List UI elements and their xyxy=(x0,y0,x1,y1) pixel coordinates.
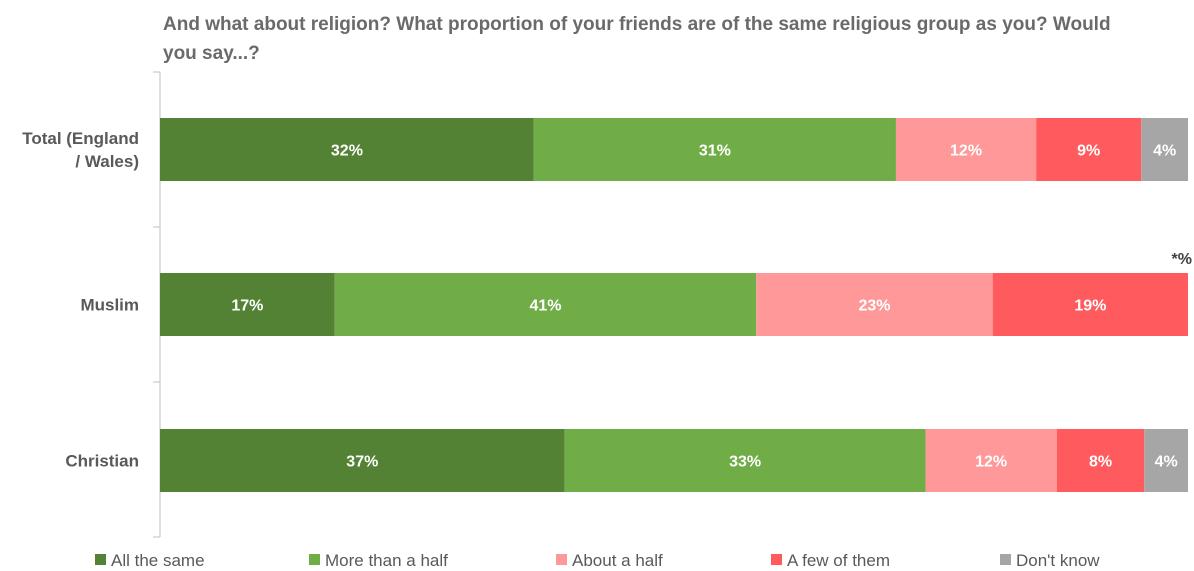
category-label-line: Total (England xyxy=(22,129,139,148)
legend-item-a-few-of-them: A few of them xyxy=(771,551,890,570)
data-label-christian-don-t-know: 4% xyxy=(1155,454,1178,471)
category-labels: Total (England / Wales) Muslim Christian xyxy=(22,129,139,471)
legend-label: About a half xyxy=(572,551,663,570)
legend-item-more-than-a-half: More than a half xyxy=(309,551,448,570)
legend-item-about-a-half: About a half xyxy=(556,551,663,570)
legend-label: All the same xyxy=(111,551,205,570)
legend-label: A few of them xyxy=(787,551,890,570)
data-label-total-england-wales-all-the-same: 32% xyxy=(331,143,363,160)
bar-christian-about-a-half xyxy=(925,429,1057,492)
bar-christian-all-the-same xyxy=(160,429,565,492)
data-label-total-england-wales-about-a-half: 12% xyxy=(950,143,982,160)
data-label-muslim-more-than-a-half: 41% xyxy=(529,298,561,315)
data-label-muslim-all-the-same: 17% xyxy=(231,298,263,315)
legend: All the same More than a half About a half… xyxy=(95,551,1100,570)
legend-item-all-the-same: All the same xyxy=(95,551,205,570)
bar-muslim-all-the-same xyxy=(160,273,335,336)
legend-swatch xyxy=(95,554,106,565)
bars: 32% 31% 12% 9% 4% 17% 41% 23% 19% 37% 33% 12% 8% 4% *% xyxy=(160,118,1192,492)
category-label-line: Muslim xyxy=(80,296,139,315)
bar-total-england-wales-all-the-same xyxy=(160,118,534,181)
bar-muslim-more-than-a-half xyxy=(334,273,757,336)
bar-muslim-a-few-of-them xyxy=(992,273,1188,336)
y-axis xyxy=(153,71,161,538)
category-label-line: Christian xyxy=(65,452,139,471)
legend-swatch xyxy=(771,554,782,565)
legend-swatch xyxy=(309,554,320,565)
category-label-line: / Wales) xyxy=(75,152,139,171)
category-label-muslim: Muslim xyxy=(80,296,139,315)
data-label-muslim-about-a-half: 23% xyxy=(858,298,890,315)
data-label-christian-about-a-half: 12% xyxy=(975,454,1007,471)
data-label-total-england-wales-don-t-know: 4% xyxy=(1153,143,1176,160)
legend-swatch xyxy=(1000,554,1011,565)
bar-muslim-about-a-half xyxy=(756,273,993,336)
bar-total-england-wales-about-a-half xyxy=(895,118,1037,181)
bar-total-england-wales-don-t-know xyxy=(1141,118,1188,181)
data-label-christian-all-the-same: 37% xyxy=(346,454,378,471)
data-label-total-england-wales-a-few-of-them: 9% xyxy=(1077,143,1100,160)
bar-christian-a-few-of-them xyxy=(1056,429,1145,492)
bar-christian-more-than-a-half xyxy=(564,429,926,492)
bar-christian-don-t-know xyxy=(1144,429,1188,492)
legend-label: Don't know xyxy=(1016,551,1100,570)
bar-total-england-wales-more-than-a-half xyxy=(533,118,896,181)
chart-title: And what about religion? What proportion… xyxy=(163,14,1111,64)
data-label-total-england-wales-more-than-a-half: 31% xyxy=(699,143,731,160)
data-label-christian-more-than-a-half: 33% xyxy=(729,454,761,471)
legend-swatch xyxy=(556,554,567,565)
annotation-muslim: *% xyxy=(1172,251,1192,268)
category-label-total-england-wales: Total (England / Wales) xyxy=(22,129,139,171)
bar-total-england-wales-a-few-of-them xyxy=(1036,118,1142,181)
legend-item-don-t-know: Don't know xyxy=(1000,551,1100,570)
data-label-muslim-a-few-of-them: 19% xyxy=(1074,298,1106,315)
category-label-christian: Christian xyxy=(65,452,139,471)
data-label-christian-a-few-of-them: 8% xyxy=(1089,454,1112,471)
legend-label: More than a half xyxy=(325,551,448,570)
